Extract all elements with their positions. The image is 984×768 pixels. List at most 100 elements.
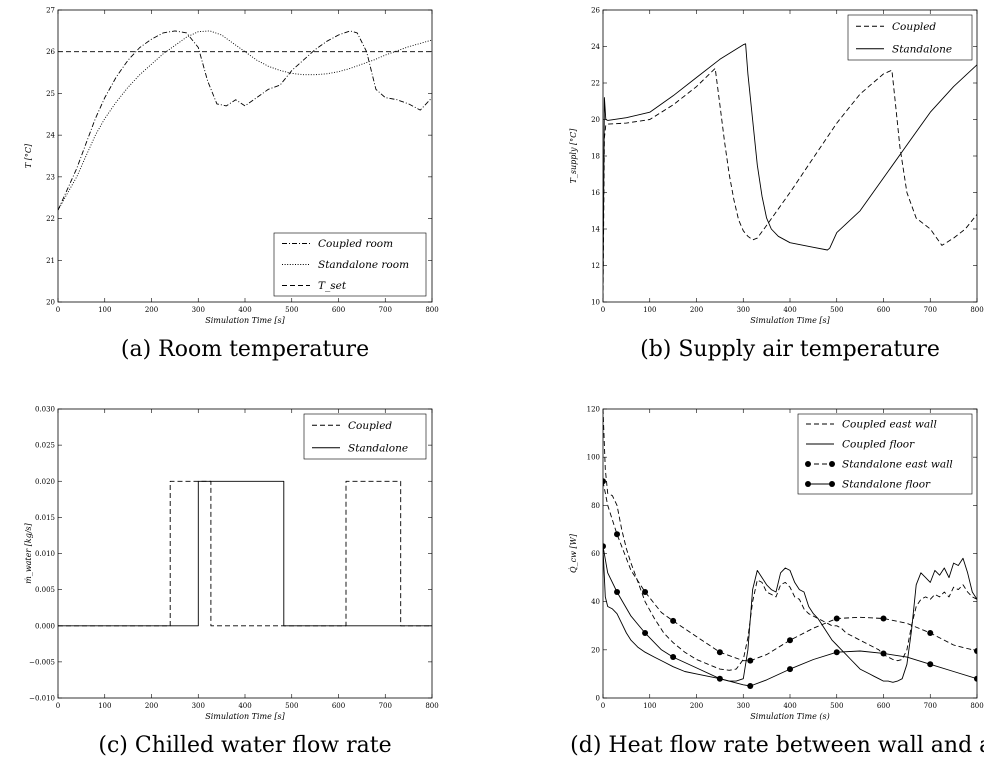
y-tick-label: 0 (596, 695, 600, 703)
legend-label: Coupled (348, 420, 392, 432)
figure-caption: (d) Heat flow rate between wall and air (570, 733, 984, 758)
x-tick-label: 600 (877, 306, 890, 314)
x-tick-label: 0 (601, 702, 605, 710)
y-tick-label: 10 (591, 299, 600, 307)
y-tick-label: 18 (591, 153, 600, 161)
figure-caption: (b) Supply air temperature (640, 337, 940, 362)
y-tick-label: 0.020 (35, 478, 55, 486)
series-line (603, 548, 977, 683)
data-point (787, 637, 793, 644)
y-tick-label: 120 (587, 406, 600, 414)
legend-label: Coupled room (318, 238, 393, 250)
data-point (670, 654, 677, 661)
y-tick-label: 26 (46, 48, 55, 56)
x-tick-label: 800 (970, 306, 983, 314)
x-tick-label: 800 (425, 306, 438, 314)
legend: Coupled Standalone (847, 14, 973, 61)
y-tick-label: 0.025 (35, 442, 55, 450)
y-tick-label: 0.015 (35, 514, 55, 522)
x-tick-label: 700 (924, 306, 937, 314)
y-tick-label: 20 (591, 116, 600, 124)
series-line (58, 30, 432, 211)
legend-label: Standalone room (318, 259, 409, 271)
data-point (670, 617, 677, 624)
x-tick-label: 600 (332, 702, 345, 710)
x-tick-label: 200 (145, 702, 158, 710)
x-tick-label: 700 (379, 702, 392, 710)
x-tick-label: 100 (643, 306, 656, 314)
x-tick-label: 500 (285, 702, 298, 710)
legend-label: Coupled (892, 21, 936, 33)
y-tick-label: 20 (591, 646, 600, 654)
y-tick-label: 22 (591, 80, 600, 88)
y-tick-label: 14 (591, 226, 600, 234)
y-tick-label: 24 (46, 132, 55, 140)
y-tick-label: 27 (46, 7, 55, 15)
x-tick-label: 0 (56, 306, 60, 314)
x-tick-label: 300 (737, 702, 750, 710)
x-tick-label: 200 (690, 306, 703, 314)
x-tick-label: 700 (379, 306, 392, 314)
series-group (603, 409, 977, 689)
legend: Coupled room Standalone room T_set (273, 232, 427, 297)
data-point (642, 589, 649, 596)
data-point (747, 657, 754, 664)
x-tick-label: 300 (192, 702, 205, 710)
series-line (603, 43, 977, 284)
x-tick-label: 500 (830, 702, 843, 710)
legend-label: Coupled floor (842, 439, 915, 451)
x-tick-label: 800 (425, 702, 438, 710)
y-axis-label: Q̇_cw [W] (569, 533, 578, 573)
series-line (58, 30, 432, 211)
legend-marker (805, 481, 811, 487)
figure-caption: (a) Room temperature (121, 337, 369, 362)
x-tick-label: 600 (332, 306, 345, 314)
series-line (58, 480, 432, 627)
data-point (603, 478, 606, 485)
legend-label: Coupled east wall (842, 419, 937, 431)
panel-d: 0 100 200 300 400 500 600 700 800 0 20 40 60 80 100 120… (569, 406, 984, 759)
y-tick-label: 100 (587, 454, 600, 462)
y-axis-label: T_supply [°C] (569, 128, 578, 184)
y-tick-label: 25 (46, 90, 55, 98)
y-axis-label: T [°C] (24, 143, 33, 168)
x-tick-label: 0 (56, 702, 60, 710)
series-line (603, 67, 977, 299)
data-point (880, 615, 887, 622)
data-point (614, 531, 621, 538)
legend-marker (805, 461, 811, 467)
legend: Coupled east wall Coupled floor Standalone… (797, 413, 973, 495)
x-tick-label: 400 (783, 702, 796, 710)
data-point (833, 649, 840, 656)
y-tick-label: 22 (46, 215, 55, 223)
data-point (747, 682, 754, 689)
y-tick-label: 24 (591, 43, 600, 51)
x-tick-label: 400 (238, 306, 251, 314)
legend-box (303, 413, 427, 460)
y-tick-label: −0.005 (29, 658, 55, 666)
x-tick-label: 200 (145, 306, 158, 314)
y-tick-label: 20 (46, 299, 55, 307)
x-tick-label: 500 (830, 306, 843, 314)
x-tick-label: 0 (601, 306, 605, 314)
series-group (58, 480, 432, 627)
x-tick-label: 500 (285, 306, 298, 314)
x-tick-label: 200 (690, 702, 703, 710)
panel-c: 0 100 200 300 400 500 600 700 800 −0.010 −0.005 0.0… (24, 406, 439, 759)
series-line (603, 409, 977, 671)
data-point (787, 666, 793, 673)
data-point (716, 675, 723, 682)
legend-label: Standalone (892, 43, 952, 55)
x-axis-label: Simulation Time [s] (205, 316, 285, 325)
series-group (58, 30, 432, 211)
data-point (716, 649, 723, 656)
y-tick-label: 0.030 (35, 406, 55, 414)
data-point (603, 543, 606, 550)
legend-marker (829, 461, 835, 467)
y-tick-label: 40 (591, 598, 600, 606)
data-point (927, 629, 934, 636)
legend: Coupled Standalone (303, 413, 427, 460)
x-axis-label: Simulation Time [s] (750, 316, 830, 325)
series-line (603, 546, 977, 687)
